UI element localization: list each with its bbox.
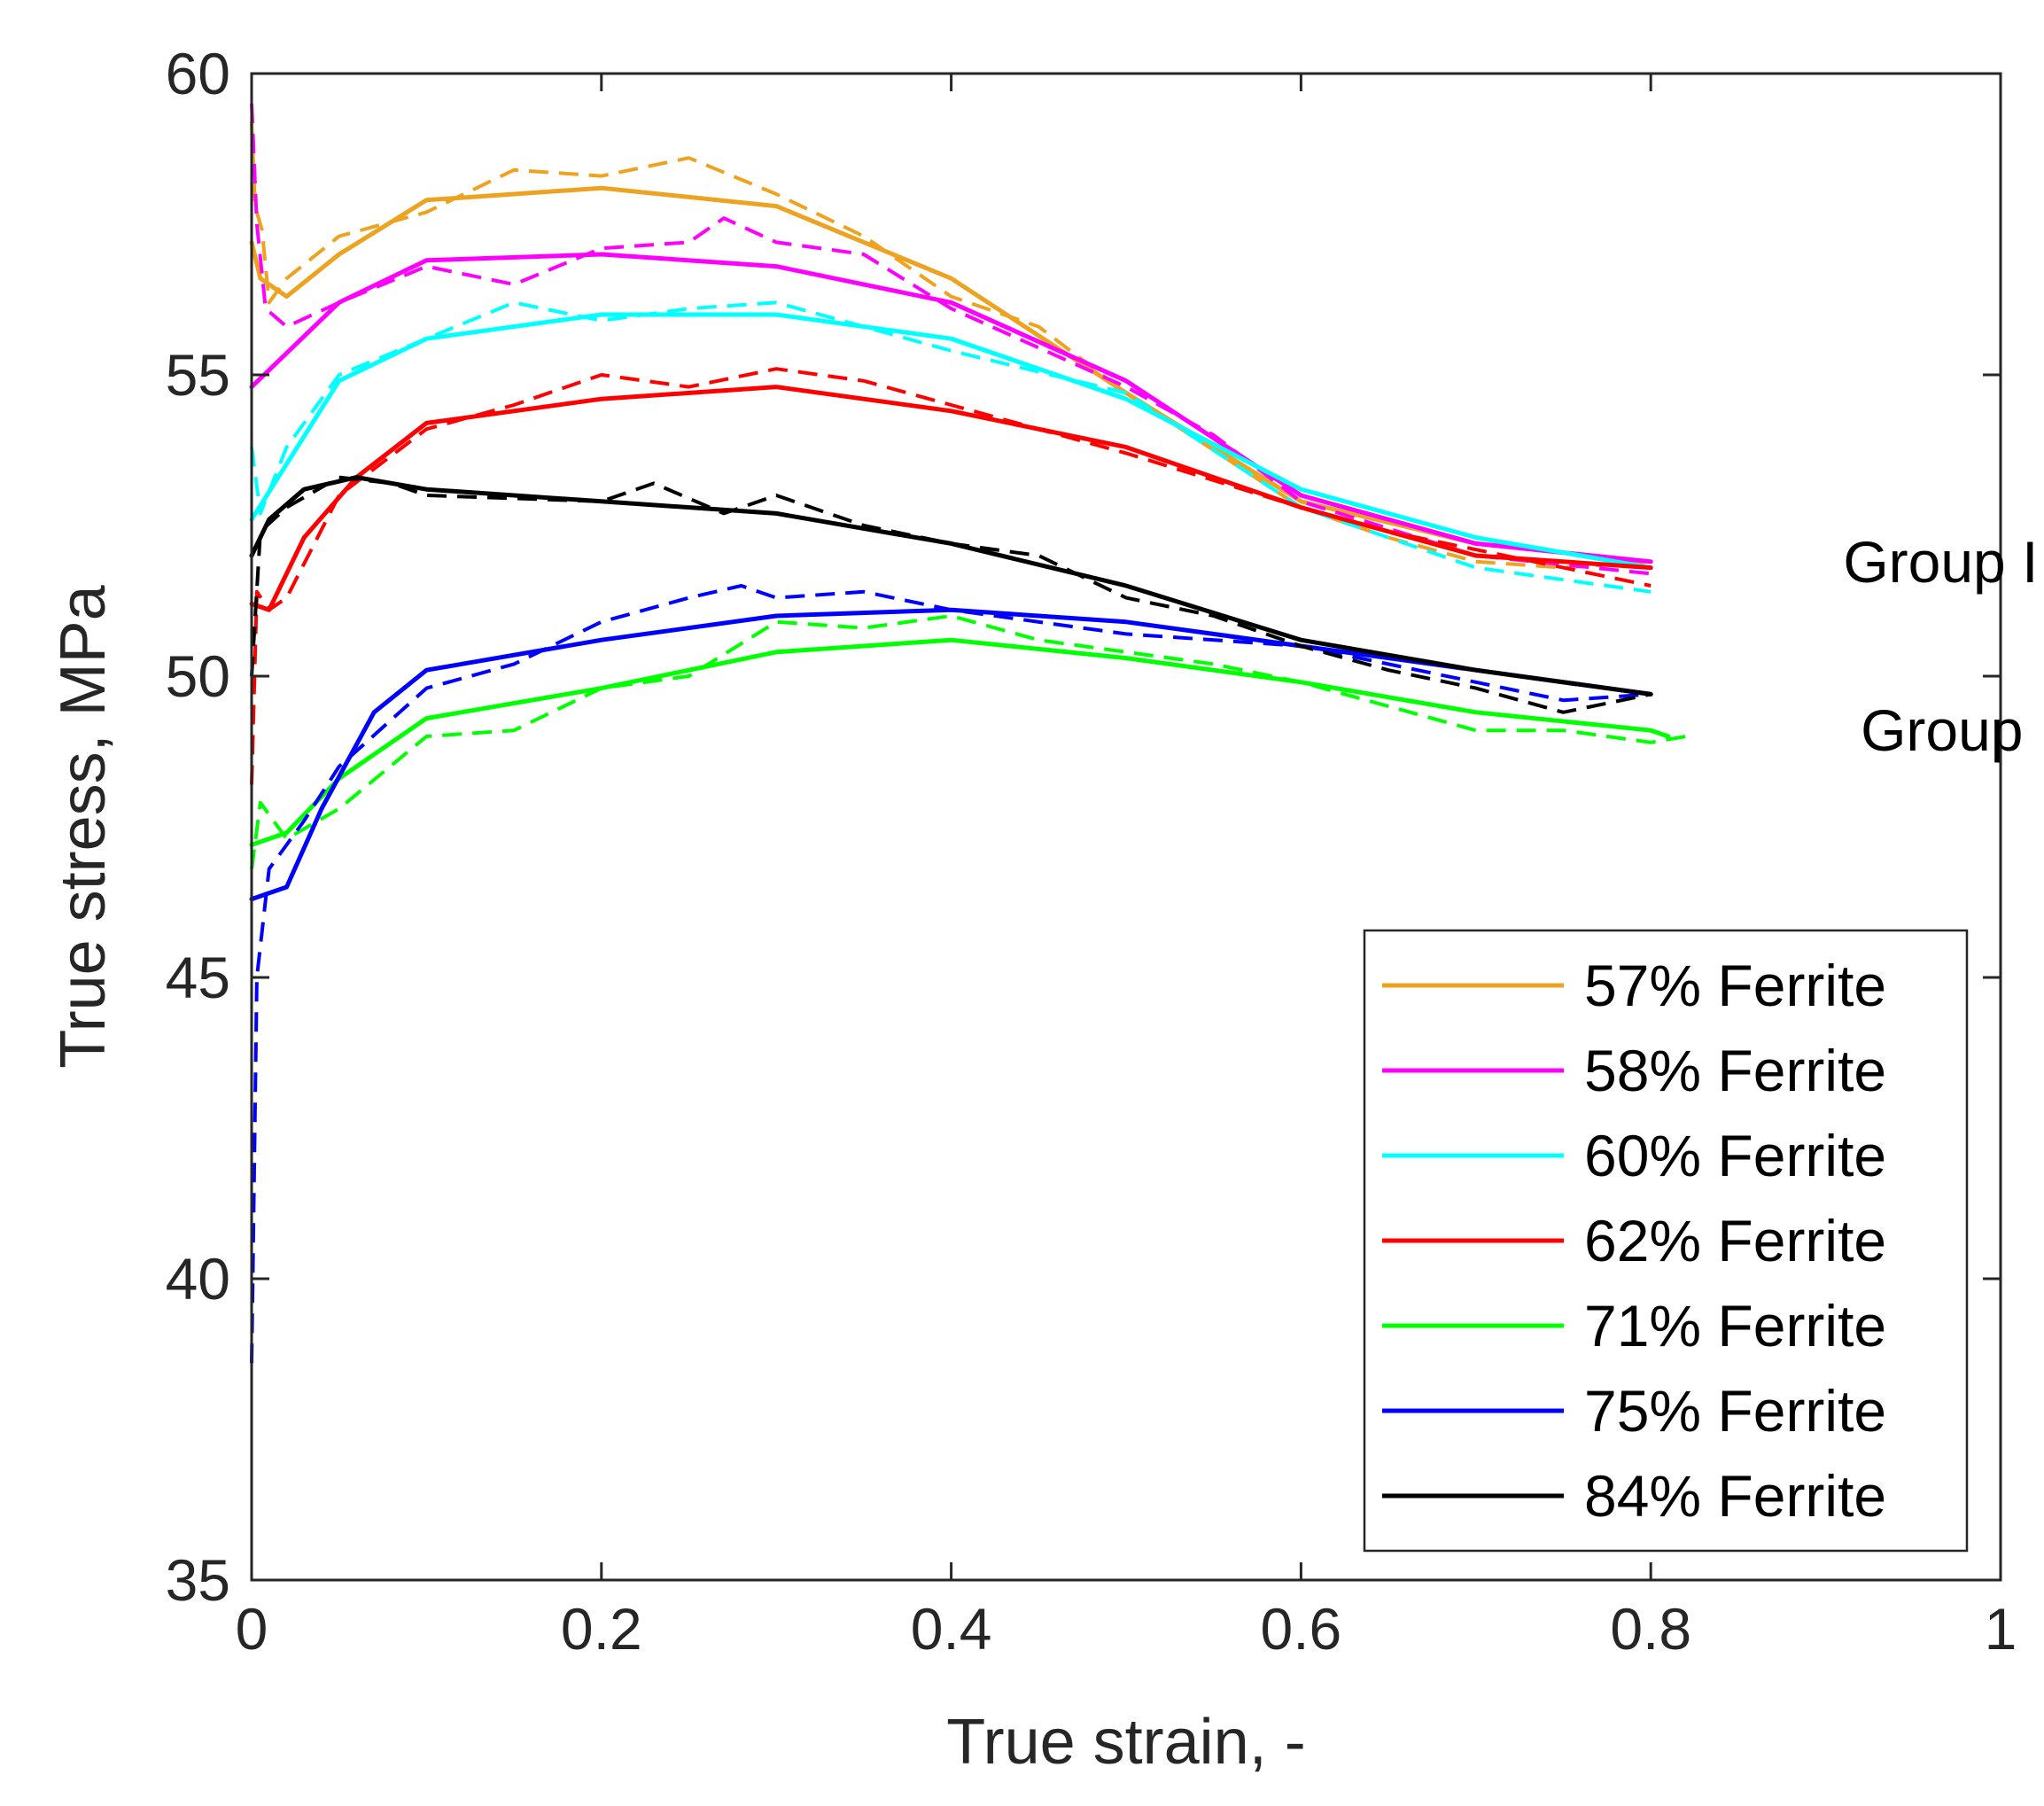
- y-tick-label: 60: [166, 41, 230, 106]
- x-tick-label: 0.8: [1610, 1596, 1691, 1662]
- legend-label: 57% Ferrite: [1584, 953, 1886, 1018]
- x-axis-label: True strain, -: [946, 1707, 1305, 1778]
- legend-label: 84% Ferrite: [1584, 1463, 1886, 1529]
- fitted-curve-57-ferrite: [249, 185, 1653, 564]
- x-tick-label: 0.6: [1261, 1596, 1342, 1662]
- x-tick-label: 0.4: [911, 1596, 992, 1662]
- annotation-group-i: Group I: [1843, 529, 2038, 595]
- y-tick-label: 35: [166, 1547, 230, 1613]
- y-axis-label: True stress, MPa: [48, 584, 119, 1068]
- legend-label: 71% Ferrite: [1584, 1293, 1886, 1358]
- experimental-curve-58-ferrite: [250, 103, 1652, 576]
- x-tick-label: 0: [236, 1596, 268, 1662]
- x-tick-label: 1: [1985, 1596, 2017, 1662]
- fitted-curve-60-ferrite: [249, 312, 1653, 571]
- y-tick-label: 45: [166, 945, 230, 1010]
- y-tick-label: 55: [166, 342, 230, 408]
- x-tick-label: 0.2: [561, 1596, 642, 1662]
- fitted-curve-84-ferrite: [249, 475, 1653, 697]
- annotation-group-ii: Group II: [1861, 697, 2044, 763]
- x-tick-labels: 0 0.2 0.4 0.6 0.8 1: [236, 1596, 2017, 1662]
- y-tick-label: 40: [166, 1246, 230, 1312]
- fitted-curve-62-ferrite: [249, 385, 1653, 612]
- curves-group: [249, 103, 1687, 1364]
- legend-label: 75% Ferrite: [1584, 1378, 1886, 1444]
- legend-label: 60% Ferrite: [1584, 1123, 1886, 1188]
- fitted-curve-58-ferrite: [249, 252, 1653, 564]
- y-tick-label: 50: [166, 643, 230, 709]
- legend: 57% Ferrite 58% Ferrite 60% Ferrite 62% Fer…: [1363, 929, 1969, 1553]
- fitted-curve-75-ferrite: [249, 607, 1653, 902]
- axes-box: [250, 72, 2002, 1582]
- legend-label: 58% Ferrite: [1584, 1038, 1886, 1103]
- legend-label: 62% Ferrite: [1584, 1208, 1886, 1273]
- y-tick-labels: 35 40 45 50 55 60: [166, 41, 230, 1613]
- fitted-curve-71-ferrite: [249, 637, 1671, 847]
- experimental-curve-60-ferrite: [250, 300, 1652, 594]
